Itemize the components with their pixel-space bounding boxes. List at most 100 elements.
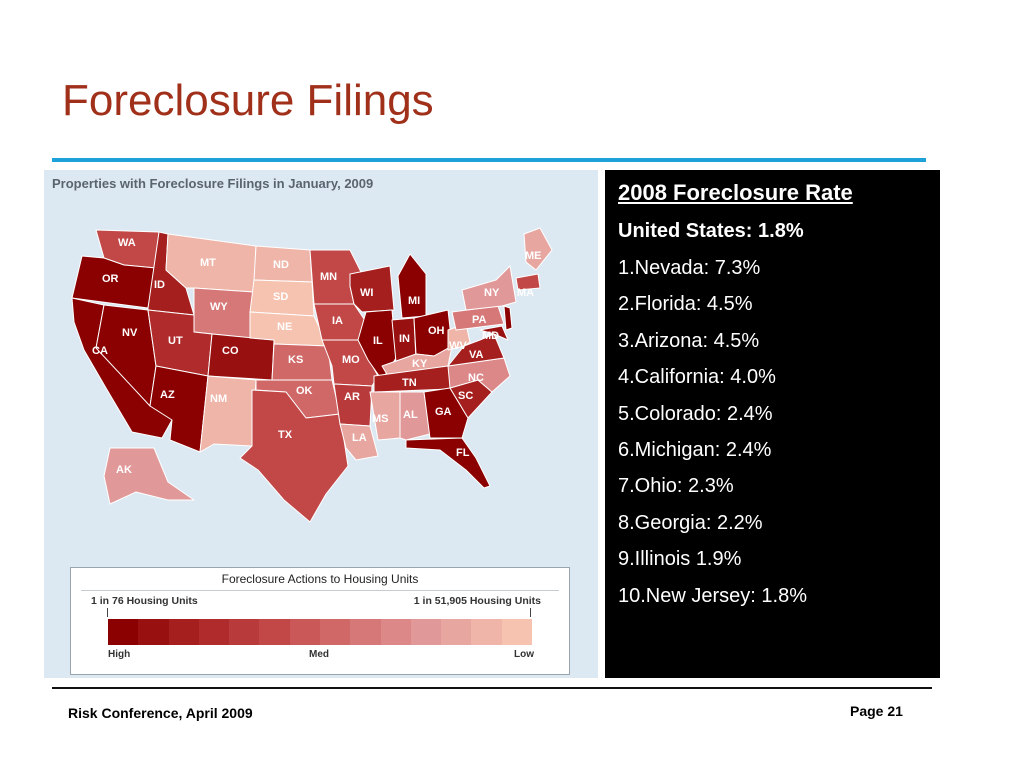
us-foreclosure-map: WA OR CA NV ID MT WY UT AZ CO NM ND SD N… [71, 227, 553, 523]
map-heading: Properties with Foreclosure Filings in J… [52, 176, 374, 191]
state-label: KY [412, 358, 428, 370]
page-number: Page 21 [850, 703, 903, 719]
state-al [399, 391, 431, 441]
legend-swatch [198, 619, 230, 645]
rate-list-item: 2.Florida: 4.5% [618, 293, 753, 316]
state-label: MI [408, 295, 420, 307]
legend-swatch [138, 619, 169, 645]
state-ak [103, 447, 195, 505]
state-label: MD [482, 330, 499, 342]
state-label: AK [116, 464, 132, 476]
state-label: FL [456, 447, 470, 459]
map-legend: Foreclosure Actions to Housing Units 1 i… [70, 567, 570, 675]
legend-swatch [319, 619, 351, 645]
state-va [447, 333, 505, 367]
state-label: IL [373, 335, 383, 347]
legend-divider [81, 590, 559, 591]
legend-swatch [380, 619, 411, 645]
state-label: MN [320, 271, 337, 283]
state-label: ME [525, 250, 542, 262]
legend-swatch [501, 619, 532, 645]
state-nm [199, 375, 257, 453]
foreclosure-map-panel: WA OR CA NV ID MT WY UT AZ CO NM ND SD N… [44, 170, 598, 678]
state-label: WA [118, 237, 136, 249]
legend-high-label: High [108, 649, 131, 660]
state-label: WI [360, 287, 373, 299]
state-label: MO [342, 354, 360, 366]
legend-tick [530, 608, 531, 617]
legend-swatch [259, 619, 290, 645]
state-label: AR [344, 391, 360, 403]
state-az [149, 365, 209, 453]
state-label: SD [273, 291, 288, 303]
legend-low-label: Low [514, 649, 534, 660]
state-ny [461, 265, 517, 311]
state-label: TN [402, 377, 417, 389]
state-label: LA [352, 432, 367, 444]
legend-swatch [350, 619, 381, 645]
state-mi [397, 253, 427, 319]
state-label: UT [168, 335, 183, 347]
legend-title: Foreclosure Actions to Housing Units [221, 572, 419, 586]
state-label: NM [210, 393, 227, 405]
legend-swatch [289, 619, 320, 645]
state-label: WV [449, 340, 467, 352]
title-divider [52, 158, 926, 162]
foreclosure-rate-panel: 2008 Foreclosure Rate United States: 1.8… [605, 170, 940, 678]
legend-med-label: Med [309, 649, 329, 660]
legend-color-scale [108, 619, 532, 645]
rate-list-item: 5.Colorado: 2.4% [618, 402, 773, 425]
rate-list-item: 8.Georgia: 2.2% [618, 511, 763, 534]
state-label: KS [288, 354, 303, 366]
state-label: OK [296, 385, 313, 397]
legend-swatch [168, 619, 199, 645]
legend-swatch [410, 619, 442, 645]
state-label: OH [428, 325, 445, 337]
state-label: NC [468, 372, 484, 384]
state-label: AL [403, 409, 418, 421]
state-md [479, 325, 509, 341]
state-label: IA [332, 315, 343, 327]
state-label: OR [102, 273, 119, 285]
legend-low-note: 1 in 51,905 Housing Units [413, 595, 541, 607]
state-fl [405, 437, 491, 489]
legend-swatch [229, 619, 260, 645]
state-label: IN [399, 333, 410, 345]
state-wy [193, 287, 255, 339]
state-label: VA [469, 349, 484, 361]
legend-tick [107, 608, 108, 617]
state-label: PA [472, 314, 487, 326]
state-label: WY [210, 301, 228, 313]
state-label: NV [122, 327, 138, 339]
rate-list-item: 6.Michigan: 2.4% [618, 438, 772, 461]
state-label: ID [154, 279, 165, 291]
footer-divider [52, 687, 932, 689]
state-me [523, 227, 553, 271]
rate-list-item: 9.Illinois 1.9% [618, 548, 742, 571]
state-wi [349, 265, 395, 313]
state-label: SC [458, 390, 473, 402]
slide-title: Foreclosure Filings [62, 76, 434, 125]
state-label: MT [200, 257, 216, 269]
rate-list-item: 10.New Jersey: 1.8% [618, 584, 807, 607]
state-label: CO [222, 345, 239, 357]
state-nj [503, 305, 513, 331]
state-label: ND [273, 259, 289, 271]
state-label: GA [435, 406, 452, 418]
state-label: NE [277, 321, 292, 333]
rate-panel-title: 2008 Foreclosure Rate [618, 180, 853, 205]
rate-list-item: 4.California: 4.0% [618, 366, 776, 389]
state-label: NY [484, 287, 500, 299]
state-label: AZ [160, 389, 175, 401]
us-rate: United States: 1.8% [618, 220, 804, 242]
state-tx [239, 389, 349, 523]
legend-swatch [471, 619, 502, 645]
state-label: CA [92, 345, 108, 357]
state-label: TX [278, 429, 293, 441]
legend-high-note: 1 in 76 Housing Units [91, 595, 198, 607]
state-co [207, 333, 275, 381]
state-label: MS [372, 413, 389, 425]
rate-list-item: 7.Ohio: 2.3% [618, 475, 734, 498]
footer-conference: Risk Conference, April 2009 [68, 705, 253, 721]
legend-swatch [108, 619, 139, 645]
